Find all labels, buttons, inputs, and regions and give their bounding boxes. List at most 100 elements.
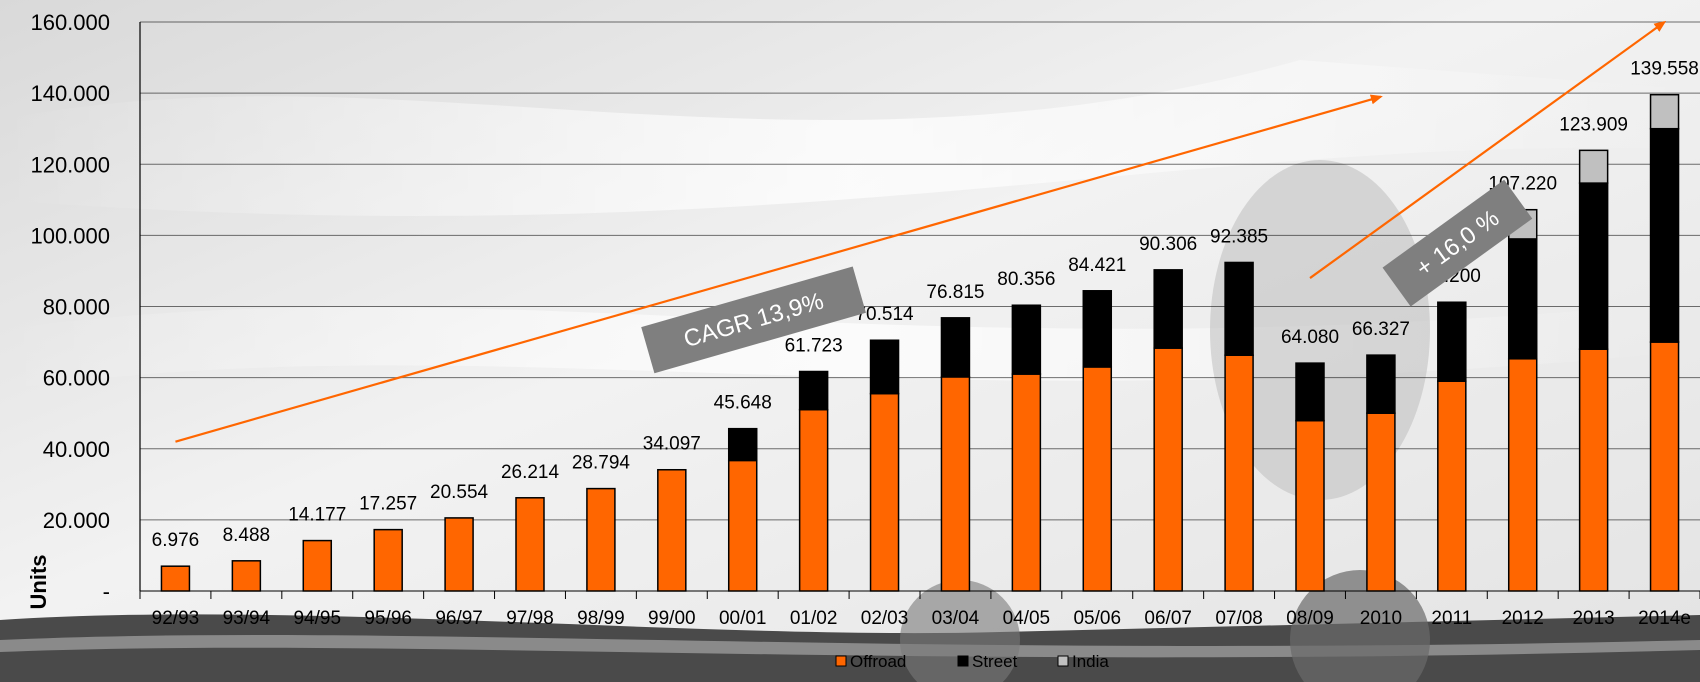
x-tick-label: 05/06 (1073, 608, 1121, 629)
x-axis-categories: 92/93 93/94 94/95 95/96 96/97 97/98 98/99 99/00… (152, 608, 1691, 629)
x-tick-label: 97/98 (506, 608, 554, 629)
annotation-box: CAGR 13,9% (641, 266, 866, 374)
x-tick-label: 02/03 (861, 608, 909, 629)
trend-arrow (175, 94, 1383, 443)
bar-segment-offroad (1082, 366, 1113, 592)
bar-segment-offroad (1578, 348, 1609, 592)
annotation-box-bg (1382, 179, 1533, 307)
total-data-label: 8.488 (223, 525, 271, 546)
bar-segment-offroad (1224, 354, 1254, 592)
total-data-label: 14.177 (288, 505, 346, 526)
bar-segment-street (1507, 238, 1538, 360)
legend: Offroad Street India (835, 652, 1109, 671)
x-tick-label: 92/93 (152, 608, 200, 629)
bar-segment-offroad (727, 459, 758, 592)
bar-segment-offroad (1507, 358, 1538, 592)
total-data-label: 90.306 (1139, 234, 1197, 255)
bar-segment-street (1437, 301, 1467, 382)
total-data-label: 34.097 (643, 434, 701, 455)
bar-segment-street (1082, 290, 1113, 368)
bar-segment-offroad (1649, 341, 1680, 592)
x-tick-label: 2014e (1638, 608, 1691, 629)
bar-segment-offroad (444, 517, 474, 592)
x-tick-label: 95/96 (364, 608, 412, 629)
x-tick-label: 99/00 (648, 608, 696, 629)
trend-arrow (1309, 20, 1667, 279)
bar-segment-offroad (1011, 373, 1042, 592)
bar-segment-street (1649, 127, 1680, 343)
y-tick-label: 60.000 (43, 366, 110, 391)
x-tick-label: 00/01 (719, 608, 767, 629)
x-tick-label: 2012 (1502, 608, 1544, 629)
total-data-label: 139.558 (1630, 59, 1699, 80)
total-data-label: 45.648 (714, 393, 772, 414)
total-data-label: 92.385 (1210, 226, 1268, 247)
total-data-label: 70.514 (855, 304, 914, 325)
bar-segment-offroad (1366, 412, 1396, 592)
bar-segment-offroad (160, 565, 191, 592)
bar-segment-street (1224, 261, 1254, 356)
bar-segment-street (1366, 354, 1396, 414)
x-tick-label: 08/09 (1286, 608, 1334, 629)
legend-label-offroad: Offroad (850, 652, 906, 671)
x-tick-label: 2013 (1572, 608, 1614, 629)
bar-segment-street (1011, 304, 1042, 375)
bar-segment-street (727, 427, 758, 462)
bar-segment-offroad (231, 560, 262, 592)
legend-swatch-street (957, 655, 969, 667)
bar-segment-street (1295, 362, 1325, 422)
total-data-label: 17.257 (359, 494, 417, 515)
total-data-label: 61.723 (785, 335, 843, 356)
x-tick-label: 01/02 (790, 608, 838, 629)
legend-swatch-offroad (835, 655, 847, 667)
bar-segment-street (798, 370, 829, 411)
x-tick-label: 07/08 (1215, 608, 1263, 629)
bar-segment-street (869, 339, 900, 395)
total-data-label: 80.356 (997, 269, 1055, 290)
y-axis-ticks: - 20.000 40.000 60.000 80.000 100.000 120.000 1… (30, 10, 110, 604)
y-tick-label: - (103, 579, 110, 604)
bar-segment-offroad (515, 497, 545, 592)
bar-segment-offroad (1153, 347, 1183, 592)
bar-segment-offroad (657, 468, 687, 592)
total-data-label: 64.080 (1281, 327, 1339, 348)
bar-segment-india (1649, 93, 1680, 130)
bar-segment-street (940, 317, 971, 378)
x-tick-label: 98/99 (577, 608, 625, 629)
bar-segment-india (1578, 149, 1609, 184)
bar-segment-street (1153, 269, 1183, 349)
total-data-label: 28.794 (572, 453, 631, 474)
total-data-label: 66.327 (1352, 319, 1410, 340)
x-tick-label: 04/05 (1003, 608, 1051, 629)
x-tick-label: 2010 (1360, 608, 1402, 629)
annotation-box-bg (641, 266, 866, 374)
y-tick-label: 160.000 (30, 10, 110, 35)
bar-segment-offroad (373, 528, 403, 592)
y-tick-label: 100.000 (30, 223, 110, 248)
x-tick-label: 06/07 (1144, 608, 1192, 629)
bar-segment-offroad (302, 539, 333, 592)
bars (160, 93, 1680, 592)
total-data-label: 76.815 (926, 282, 984, 303)
x-tick-label: 03/04 (932, 608, 980, 629)
legend-swatch-india (1057, 655, 1069, 667)
x-tick-label: 96/97 (435, 608, 483, 629)
total-data-label: 20.554 (430, 482, 489, 503)
y-tick-label: 20.000 (43, 508, 110, 533)
total-data-label: 26.214 (501, 462, 560, 483)
bar-segment-offroad (586, 487, 616, 592)
total-data-label: 6.976 (152, 530, 200, 551)
bar-segment-offroad (869, 392, 900, 592)
bar-segment-street (1578, 182, 1609, 350)
bar-segment-offroad (1295, 419, 1325, 592)
bar-segment-offroad (940, 376, 971, 592)
bar-segment-offroad (798, 408, 829, 592)
y-tick-label: 120.000 (30, 152, 110, 177)
x-tick-label: 93/94 (223, 608, 271, 629)
y-axis-label: Units (26, 555, 51, 610)
y-tick-label: 40.000 (43, 437, 110, 462)
bar-segment-offroad (1437, 380, 1467, 592)
